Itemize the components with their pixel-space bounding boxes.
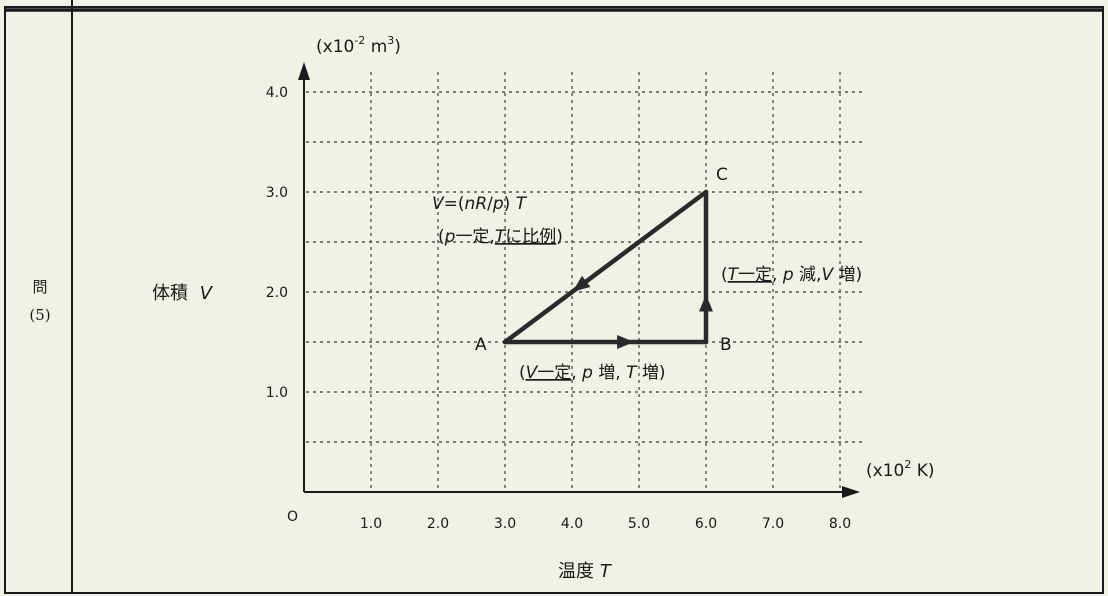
point-label-B: B <box>720 335 732 355</box>
process-CA <box>502 189 709 345</box>
axes <box>298 62 860 498</box>
state-points: A B C <box>475 165 732 355</box>
y-axis-title-var: V <box>200 283 214 304</box>
x-axis-unit: (x102 K) <box>866 458 935 481</box>
y-tick-label: 3.0 <box>266 185 288 201</box>
table-frame <box>4 6 1104 594</box>
annotation-ab-condition: (V一定, p 増, T 増) <box>519 363 666 383</box>
annotation-bc-condition: (T一定, p 減,V 増) <box>721 265 862 285</box>
point-label-A: A <box>475 335 487 355</box>
point-label-C: C <box>716 165 728 185</box>
x-tick-label: 1.0 <box>360 516 382 532</box>
annotation-ca-formula: V=(nR/p) T <box>432 194 528 214</box>
arrow-BC <box>699 294 713 312</box>
grid <box>306 72 864 492</box>
arrow-AB <box>617 335 635 349</box>
row-header-number: (5) <box>29 306 50 324</box>
x-tick-label: 2.0 <box>427 516 449 532</box>
y-axis-title-name: 体積 <box>152 283 188 304</box>
x-tick-label: 4.0 <box>561 516 583 532</box>
tick-labels: 1.0 2.0 3.0 4.0 5.0 6.0 7.0 8.0 1.0 2.0 3.0 4.0 <box>266 85 851 532</box>
y-axis-arrowhead <box>298 62 310 80</box>
row-header-label: 問 <box>32 278 47 296</box>
x-tick-label: 6.0 <box>695 516 717 532</box>
origin-label: O <box>287 509 298 525</box>
cycle-path <box>502 189 713 349</box>
x-tick-label: 3.0 <box>494 516 516 532</box>
x-axis-title-name: 温度 <box>558 561 594 582</box>
x-axis-arrowhead <box>842 486 860 498</box>
x-tick-label: 7.0 <box>762 516 784 532</box>
annotation-ca-condition: (p一定,Tに比例) <box>438 227 563 247</box>
y-tick-label: 1.0 <box>266 385 288 401</box>
y-tick-label: 2.0 <box>266 285 288 301</box>
x-tick-label: 8.0 <box>829 516 851 532</box>
y-axis-unit: (x10-2 m3) <box>316 34 401 57</box>
x-axis-title-var: T <box>600 561 613 582</box>
y-tick-label: 4.0 <box>266 85 288 101</box>
x-axis-title: 温度 T <box>558 561 613 582</box>
arrow-CA <box>572 275 591 292</box>
y-axis-title: 体積 V <box>152 283 214 304</box>
x-tick-label: 5.0 <box>628 516 650 532</box>
